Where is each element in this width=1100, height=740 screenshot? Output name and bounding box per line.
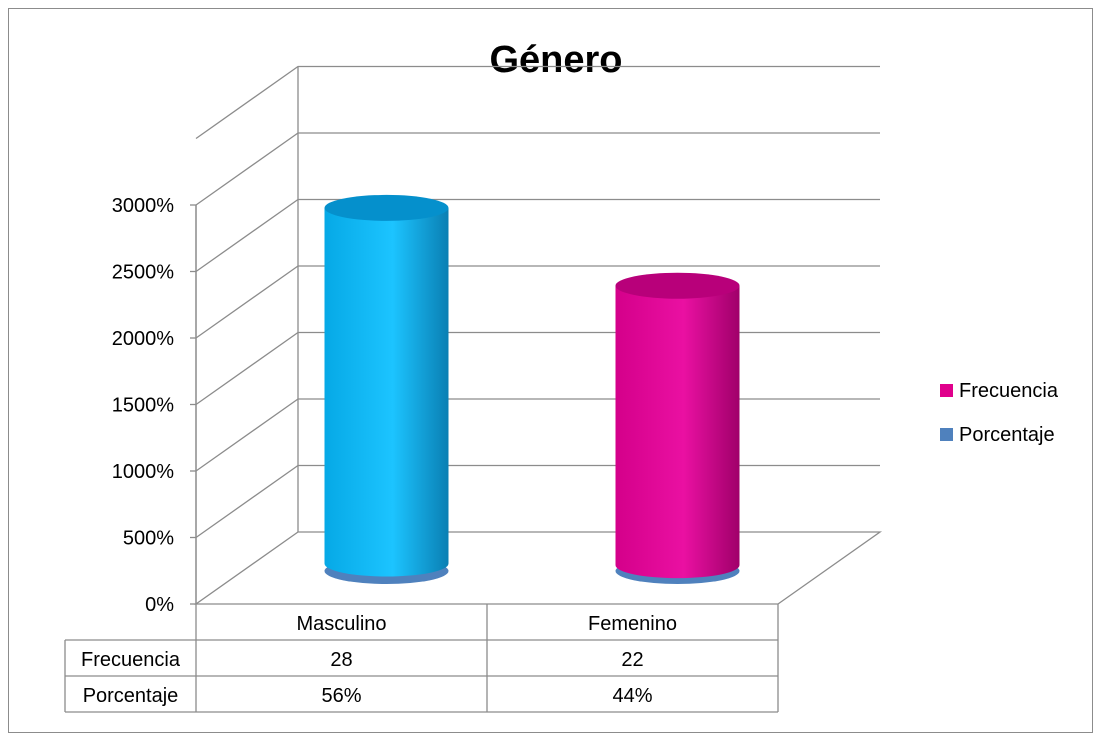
y-tick-label: 3000% xyxy=(112,195,174,217)
floor xyxy=(193,531,883,605)
y-tick-label: 2000% xyxy=(112,328,174,350)
table-row-label-frecuencia: Frecuencia xyxy=(81,649,181,671)
table-cell-porcentaje: 56% xyxy=(321,685,361,707)
bar-top-femenino xyxy=(615,272,740,299)
data-table: Masculino 28 56% Femenino 22 44% Frecuencia Por… xyxy=(64,604,779,713)
y-tick-label: 1500% xyxy=(112,395,174,417)
chart-frame xyxy=(8,8,1093,733)
y-tick-label: 1000% xyxy=(112,461,174,483)
legend-swatch-porcentaje xyxy=(940,428,953,441)
legend-label-frecuencia: Frecuencia xyxy=(959,380,1059,402)
bar-frecuencia-femenino xyxy=(615,285,740,579)
y-tick-label: 2500% xyxy=(112,262,174,284)
bar-frecuencia-masculino xyxy=(324,207,449,577)
gridline xyxy=(195,132,880,206)
chart-title: Género xyxy=(489,39,622,81)
table-cell-frecuencia: 28 xyxy=(330,649,352,671)
table-cell-porcentaje: 44% xyxy=(612,685,652,707)
table-row-label-porcentaje: Porcentaje xyxy=(83,685,179,707)
legend-swatch-frecuencia xyxy=(940,384,953,397)
x-category-label: Femenino xyxy=(588,613,677,635)
x-category-label: Masculino xyxy=(296,613,386,635)
gridline xyxy=(195,65,880,140)
bar-top-masculino xyxy=(324,194,449,221)
y-axis-tick-labels: 0% 500% 1000% 1500% 2000% 2500% 3000% xyxy=(112,195,196,616)
legend: Frecuencia Porcentaje xyxy=(940,380,1059,446)
legend-label-porcentaje: Porcentaje xyxy=(959,424,1055,446)
y-tick-label: 500% xyxy=(123,528,174,550)
y-tick-label: 0% xyxy=(145,594,174,616)
chart-walls xyxy=(193,66,883,605)
gridline xyxy=(195,265,880,339)
gridline xyxy=(195,198,880,273)
bars xyxy=(324,194,740,584)
table-cell-frecuencia: 22 xyxy=(621,649,643,671)
